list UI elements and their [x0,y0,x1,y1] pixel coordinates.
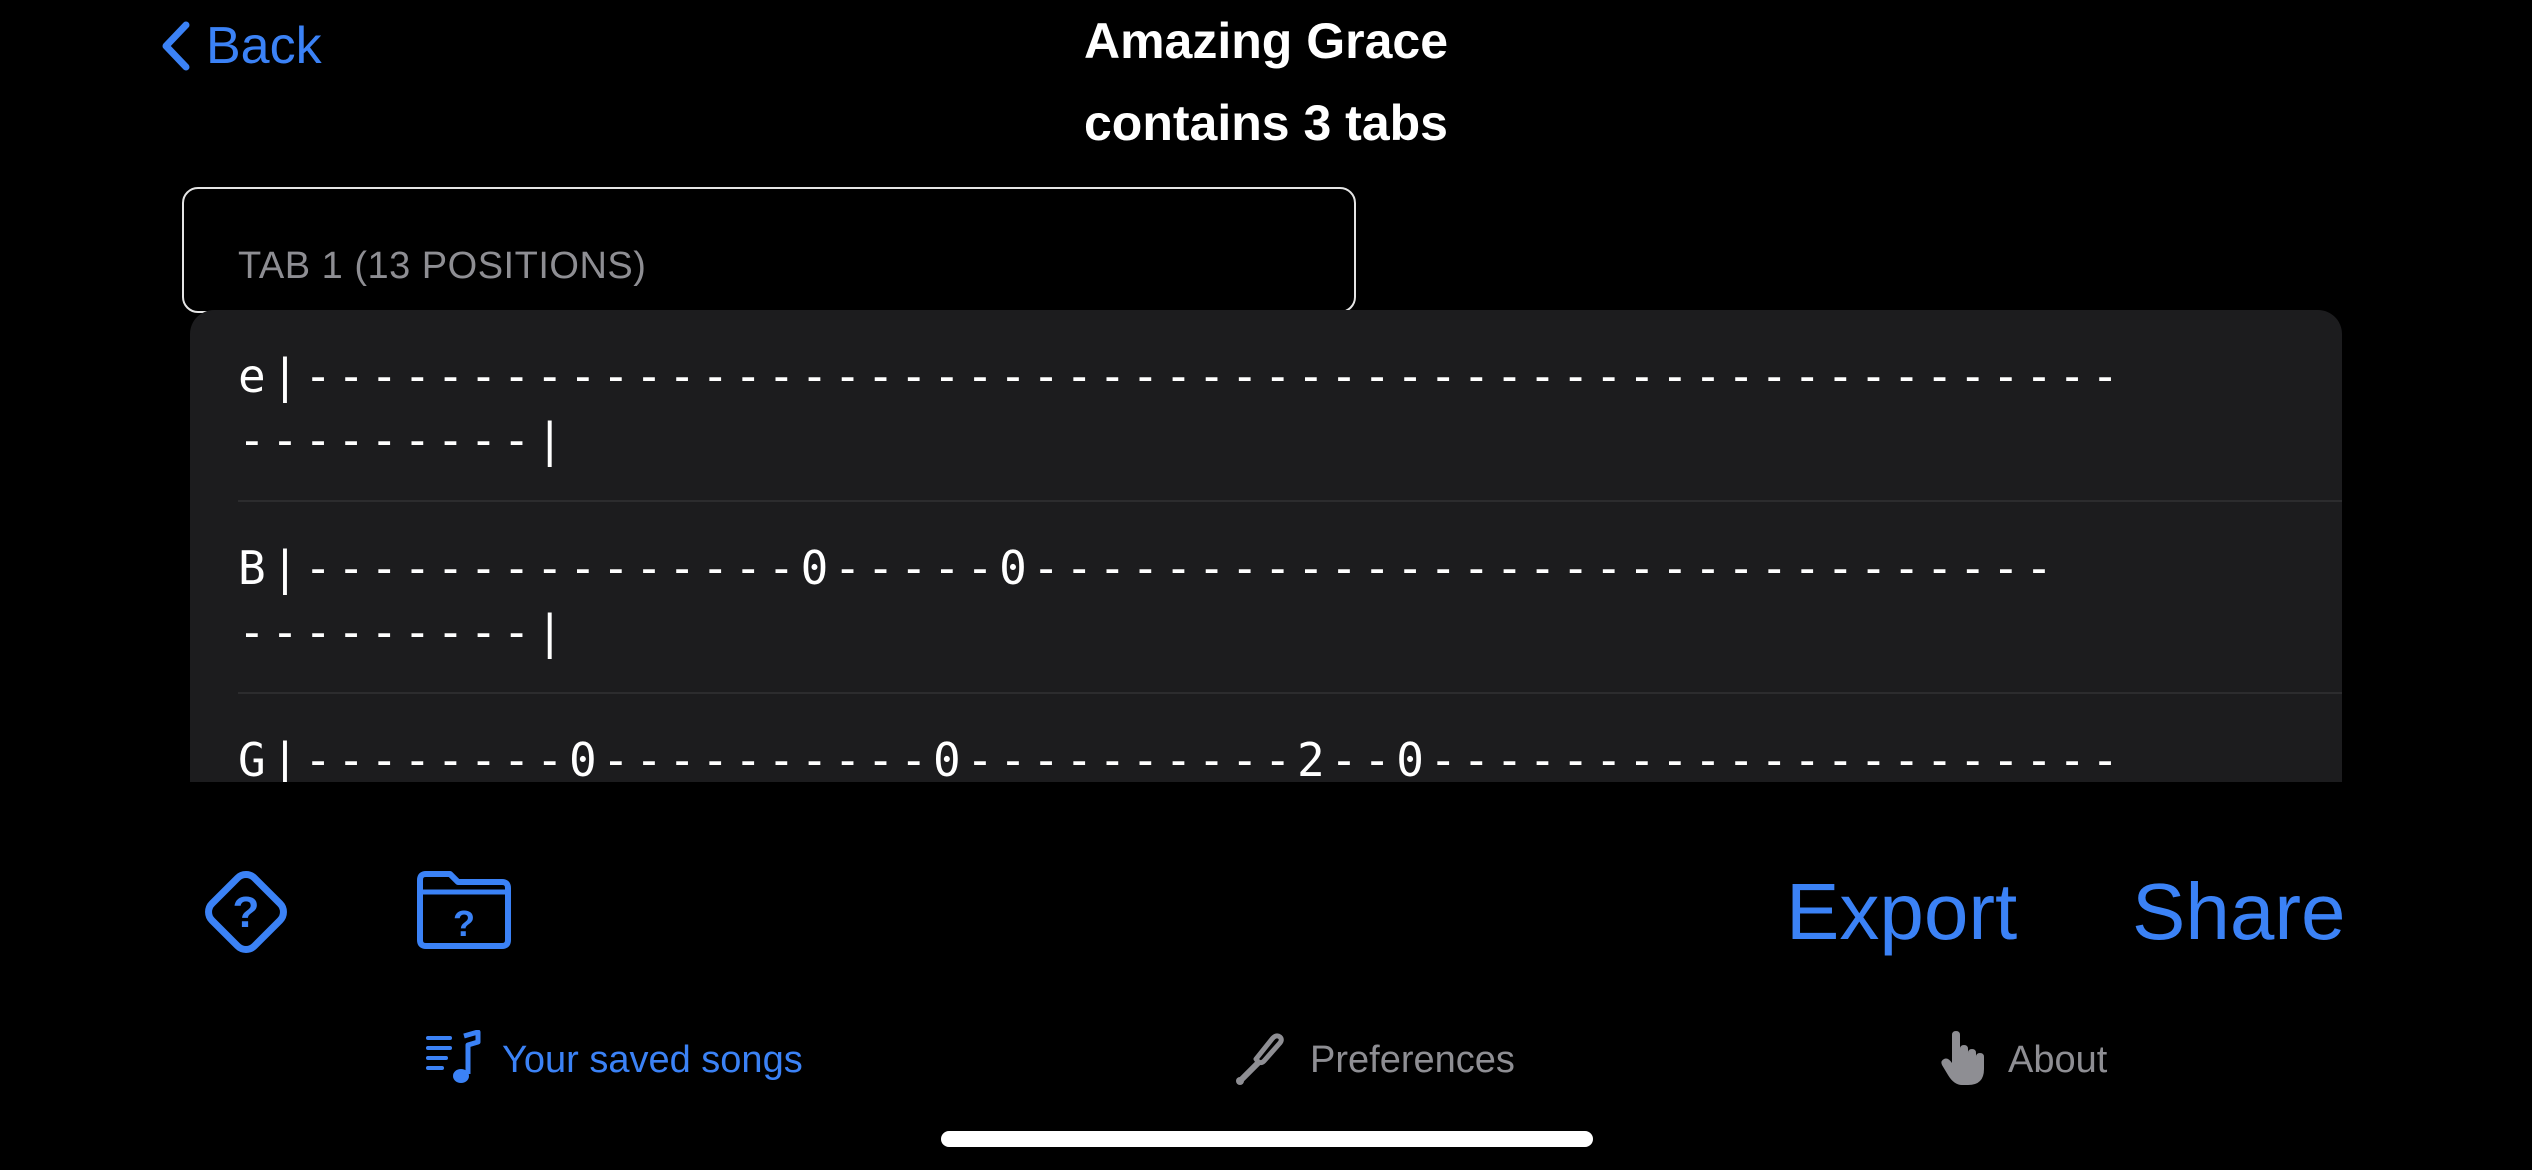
tuning-fork-icon [1232,1029,1290,1092]
music-list-icon [426,1029,482,1091]
tab-row-e: e|--------------------------------------… [238,310,2342,502]
svg-text:?: ? [453,903,475,944]
tab-preferences-label: Preferences [1310,1038,1515,1081]
tab-your-saved-songs[interactable]: Your saved songs [426,1028,803,1092]
tab-line-b-2: ---------| [238,605,569,659]
hand-pointer-icon [1938,1029,1988,1092]
tab-about-label: About [2008,1038,2108,1081]
svg-text:?: ? [233,888,260,937]
home-indicator[interactable] [941,1131,1593,1147]
tab-line-g-1: G|--------0----------0----------2--0----… [238,733,2125,782]
tab-line-e-1: e|--------------------------------------… [238,349,2125,403]
tab-line-b-1: B|---------------0-----0----------------… [238,541,2059,595]
tab-row-g: G|--------0----------0----------2--0----… [238,694,2342,782]
page-subtitle: contains 3 tabs [1084,95,1448,151]
tab-about[interactable]: About [1938,1028,2107,1092]
tab-selector-label: TAB 1 (13 POSITIONS) [238,245,647,287]
export-button[interactable]: Export [1786,867,2018,956]
tab-selector[interactable]: TAB 1 (13 POSITIONS) [182,187,1356,313]
help-button[interactable]: ? [196,862,296,967]
folder-help-button[interactable]: ? [414,866,514,957]
tab-line-e-2: ---------| [238,413,569,467]
diamond-question-icon: ? [196,871,296,966]
chevron-left-icon [160,21,190,71]
share-button[interactable]: Share [2132,867,2346,956]
tab-content-list[interactable]: e|--------------------------------------… [190,310,2342,782]
tab-preferences[interactable]: Preferences [1232,1028,1515,1092]
folder-question-icon: ? [414,871,514,956]
tab-row-b: B|---------------0-----0----------------… [238,502,2342,694]
back-button[interactable]: Back [160,14,322,78]
back-label: Back [206,17,322,75]
tab-your-saved-songs-label: Your saved songs [502,1038,803,1081]
page-title: Amazing Grace [1083,13,1448,69]
